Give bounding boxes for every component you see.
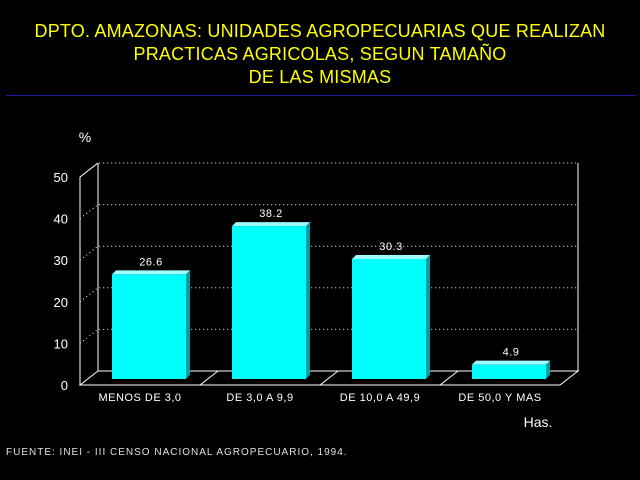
data-label: 30.3 bbox=[379, 241, 402, 253]
title-line-2: PRACTICAS AGRICOLAS, SEGUN TAMAÑO bbox=[133, 44, 507, 64]
chart-title: DPTO. AMAZONAS: UNIDADES AGROPECUARIAS Q… bbox=[0, 20, 640, 89]
gridline bbox=[79, 162, 578, 178]
title-divider bbox=[6, 95, 636, 96]
bar-side bbox=[546, 360, 550, 379]
floor-divider bbox=[439, 370, 459, 386]
x-tick-label: DE 50,0 Y MAS bbox=[458, 392, 541, 404]
left-wall-top-edge bbox=[79, 162, 99, 178]
data-label: 26.6 bbox=[139, 256, 162, 268]
x-axis-label: Has. bbox=[524, 414, 553, 430]
bar-top bbox=[352, 254, 430, 259]
y-tick-label: 50 bbox=[54, 170, 68, 185]
bar-side bbox=[306, 222, 310, 379]
y-tick-label: 20 bbox=[54, 295, 68, 310]
x-tick-label: DE 10,0 A 49,9 bbox=[340, 392, 420, 404]
bar-top bbox=[112, 270, 190, 275]
data-label: 4.9 bbox=[503, 347, 520, 359]
bar-chart: 0 10 20 30 40 50% 26.6 38.2 30.3 4.9 MENOS DE 3,0 D… bbox=[54, 129, 580, 430]
y-tick-label: 0 bbox=[61, 378, 68, 393]
bar-side bbox=[186, 270, 190, 379]
floor-divider bbox=[319, 370, 339, 386]
x-tick-label: MENOS DE 3,0 bbox=[98, 392, 181, 404]
data-label: 38.2 bbox=[259, 208, 282, 220]
y-axis-label: % bbox=[79, 129, 91, 145]
bar bbox=[352, 258, 426, 379]
bar bbox=[112, 274, 186, 379]
source-note: FUENTE: INEI - III CENSO NACIONAL AGROPE… bbox=[6, 447, 348, 458]
bar bbox=[232, 226, 306, 379]
y-tick-label: 30 bbox=[54, 253, 68, 268]
floor bbox=[78, 370, 580, 386]
x-tick-label: DE 3,0 A 9,9 bbox=[226, 392, 293, 404]
bar-top bbox=[232, 222, 310, 227]
bar-side bbox=[426, 254, 430, 379]
bar-top bbox=[472, 360, 550, 365]
gridline bbox=[79, 204, 578, 219]
floor-divider bbox=[199, 370, 219, 386]
y-tick-label: 40 bbox=[54, 212, 68, 227]
y-tick-label: 10 bbox=[54, 336, 68, 351]
bar bbox=[472, 364, 546, 379]
title-line-3: DE LAS MISMAS bbox=[248, 67, 392, 87]
title-line-1: DPTO. AMAZONAS: UNIDADES AGROPECUARIAS Q… bbox=[34, 21, 606, 41]
